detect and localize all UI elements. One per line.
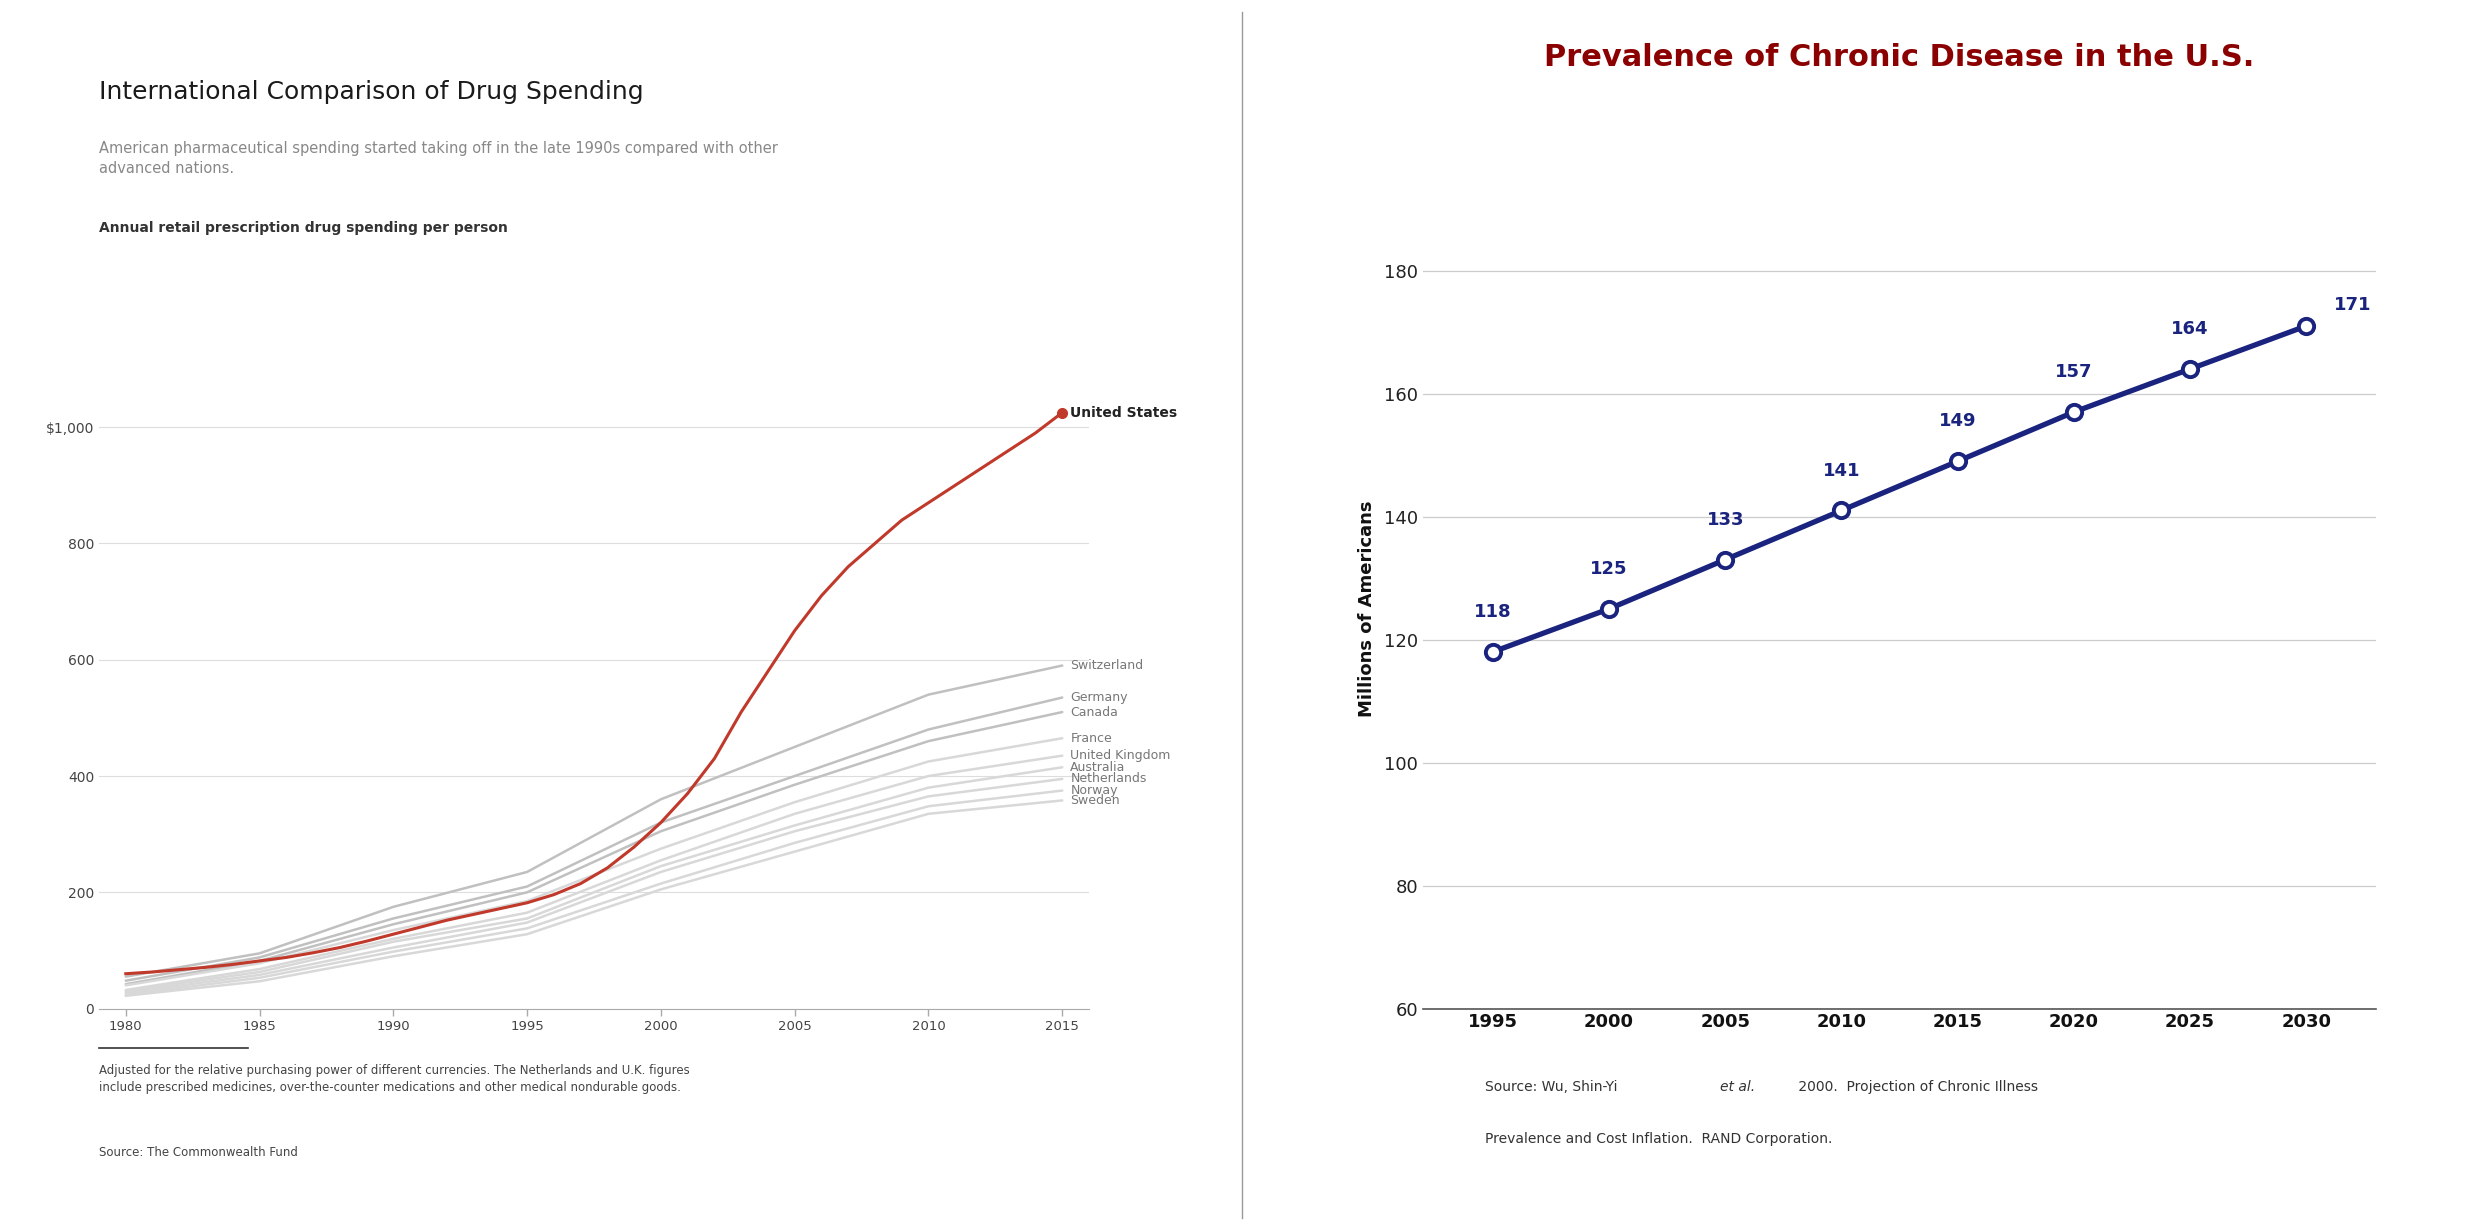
- Text: Sweden: Sweden: [1069, 793, 1119, 807]
- Text: International Comparison of Drug Spending: International Comparison of Drug Spendin…: [99, 80, 644, 105]
- Text: 164: 164: [2171, 320, 2208, 338]
- Text: Annual retail prescription drug spending per person: Annual retail prescription drug spending…: [99, 221, 507, 235]
- Text: United States: United States: [1069, 406, 1178, 419]
- Text: 171: 171: [2334, 295, 2371, 314]
- Text: 141: 141: [1822, 461, 1861, 480]
- Text: 149: 149: [1938, 412, 1978, 430]
- Text: Prevalence of Chronic Disease in the U.S.: Prevalence of Chronic Disease in the U.S…: [1544, 43, 2255, 73]
- Text: United Kingdom: United Kingdom: [1069, 749, 1171, 763]
- Text: Adjusted for the relative purchasing power of different currencies. The Netherla: Adjusted for the relative purchasing pow…: [99, 1064, 691, 1093]
- Text: France: France: [1069, 732, 1111, 744]
- Text: Netherlands: Netherlands: [1069, 772, 1146, 786]
- Y-axis label: Millions of Americans: Millions of Americans: [1359, 501, 1376, 717]
- Text: American pharmaceutical spending started taking off in the late 1990s compared w: American pharmaceutical spending started…: [99, 141, 777, 176]
- Text: 2000.  Projection of Chronic Illness: 2000. Projection of Chronic Illness: [1794, 1080, 2039, 1093]
- Text: 118: 118: [1475, 603, 1512, 621]
- Text: Prevalence and Cost Inflation.  RAND Corporation.: Prevalence and Cost Inflation. RAND Corp…: [1485, 1132, 1832, 1145]
- Text: Canada: Canada: [1069, 706, 1119, 718]
- Text: Australia: Australia: [1069, 761, 1126, 774]
- Text: 157: 157: [2054, 363, 2094, 381]
- Text: Germany: Germany: [1069, 691, 1129, 704]
- Text: 125: 125: [1591, 560, 1629, 578]
- Text: et al.: et al.: [1720, 1080, 1755, 1093]
- Text: Norway: Norway: [1069, 784, 1119, 797]
- Text: Source: Wu, Shin-Yi: Source: Wu, Shin-Yi: [1485, 1080, 1621, 1093]
- Text: Source: The Commonwealth Fund: Source: The Commonwealth Fund: [99, 1146, 297, 1160]
- Text: 133: 133: [1705, 510, 1745, 529]
- Text: Switzerland: Switzerland: [1069, 659, 1143, 672]
